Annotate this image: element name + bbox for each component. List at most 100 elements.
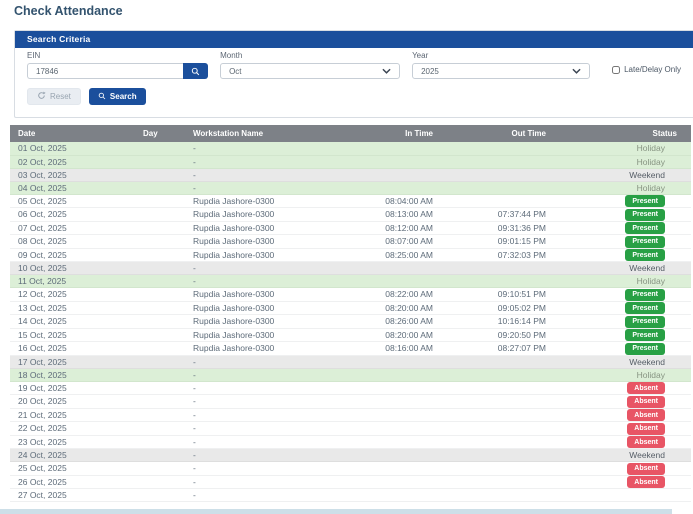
date-cell: 08 Oct, 2025	[10, 234, 135, 249]
workstation-cell: Rupdia Jashore-0300	[185, 194, 330, 208]
status-text: Weekend	[629, 169, 665, 180]
status-cell: Holiday	[558, 181, 691, 195]
date-cell: 07 Oct, 2025	[10, 221, 135, 235]
status-text: Holiday	[636, 369, 665, 380]
date-cell: 16 Oct, 2025	[10, 341, 135, 356]
year-select[interactable]: 2025	[412, 63, 591, 79]
status-cell: Present	[558, 248, 691, 262]
column-header-in-time: In Time	[330, 125, 445, 142]
month-label: Month	[220, 51, 243, 60]
in-time-cell	[330, 274, 445, 288]
status-cell: Absent	[558, 421, 691, 436]
ein-input[interactable]	[27, 63, 184, 79]
status-badge: Absent	[627, 395, 665, 408]
in-time-cell: 08:22:00 AM	[330, 287, 445, 302]
status-badge: Present	[625, 208, 665, 221]
out-time-cell: 07:32:03 PM	[445, 248, 558, 262]
date-cell: 05 Oct, 2025	[10, 194, 135, 208]
table-row: 01 Oct, 2025 - Holiday	[10, 142, 691, 156]
out-time-cell	[445, 168, 558, 182]
date-cell: 02 Oct, 2025	[10, 155, 135, 169]
month-select[interactable]: Oct	[220, 63, 401, 79]
out-time-cell	[445, 155, 558, 169]
in-time-cell	[330, 421, 445, 436]
late-delay-label: Late/Delay Only	[624, 65, 681, 74]
in-time-cell	[330, 368, 445, 382]
reset-icon	[37, 91, 46, 102]
day-cell	[135, 181, 185, 195]
reset-button[interactable]: Reset	[27, 88, 81, 105]
in-time-cell: 08:25:00 AM	[330, 248, 445, 262]
status-text: Holiday	[636, 156, 665, 167]
date-cell: 11 Oct, 2025	[10, 274, 135, 288]
attendance-table-container: Date Day Workstation Name In Time Out Time St…	[10, 125, 691, 502]
in-time-cell: 08:04:00 AM	[330, 194, 445, 208]
workstation-cell: Rupdia Jashore-0300	[185, 287, 330, 302]
status-badge: Present	[625, 302, 665, 314]
date-cell: 14 Oct, 2025	[10, 314, 135, 329]
search-button-label: Search	[109, 91, 137, 101]
out-time-cell	[445, 261, 558, 275]
date-cell: 18 Oct, 2025	[10, 368, 135, 382]
out-time-cell	[445, 181, 558, 195]
in-time-cell: 08:13:00 AM	[330, 207, 445, 222]
out-time-cell	[445, 408, 558, 422]
status-badge: Present	[625, 235, 665, 248]
status-badge: Present	[625, 315, 665, 328]
workstation-cell: -	[185, 274, 330, 288]
day-cell	[135, 234, 185, 249]
date-cell: 21 Oct, 2025	[10, 408, 135, 422]
table-row: 07 Oct, 2025 Rupdia Jashore-0300 08:12:00 …	[10, 221, 691, 235]
day-cell	[135, 314, 185, 329]
date-cell: 25 Oct, 2025	[10, 461, 135, 476]
status-text: Weekend	[629, 263, 665, 273]
search-criteria-panel: Search Criteria EIN Month	[14, 30, 693, 118]
month-field-group: Month Oct	[220, 51, 401, 79]
in-time-cell	[330, 435, 445, 449]
workstation-cell: -	[185, 261, 330, 275]
ein-search-button[interactable]	[183, 63, 209, 79]
date-cell: 06 Oct, 2025	[10, 207, 135, 222]
late-delay-checkbox-input[interactable]	[612, 65, 621, 74]
search-icon	[191, 64, 200, 79]
out-time-cell: 07:37:44 PM	[445, 207, 558, 222]
status-badge: Absent	[627, 409, 665, 421]
workstation-cell: Rupdia Jashore-0300	[185, 314, 330, 329]
out-time-cell	[445, 435, 558, 449]
table-row: 22 Oct, 2025 - Absent	[10, 421, 691, 436]
in-time-cell	[330, 168, 445, 182]
table-row: 21 Oct, 2025 - Absent	[10, 408, 691, 422]
late-delay-checkbox[interactable]: Late/Delay Only	[612, 65, 681, 74]
ein-field-group: EIN	[27, 52, 209, 79]
status-badge: Absent	[627, 476, 665, 488]
status-cell	[558, 488, 691, 502]
date-cell: 19 Oct, 2025	[10, 381, 135, 395]
status-cell: Present	[558, 194, 691, 208]
status-badge: Present	[625, 249, 665, 261]
column-header-out-time: Out Time	[445, 125, 558, 142]
table-row: 12 Oct, 2025 Rupdia Jashore-0300 08:22:00 …	[10, 287, 691, 302]
table-row: 13 Oct, 2025 Rupdia Jashore-0300 08:20:00 …	[10, 301, 691, 315]
date-cell: 10 Oct, 2025	[10, 261, 135, 275]
workstation-cell: Rupdia Jashore-0300	[185, 207, 330, 222]
status-badge: Present	[625, 195, 665, 207]
search-criteria-header: Search Criteria	[15, 31, 693, 48]
workstation-cell: -	[185, 142, 330, 156]
workstation-cell: Rupdia Jashore-0300	[185, 248, 330, 262]
day-cell	[135, 448, 185, 462]
table-row: 11 Oct, 2025 - Holiday	[10, 274, 691, 288]
status-cell: Holiday	[558, 155, 691, 169]
search-button[interactable]: Search	[88, 88, 146, 105]
table-row: 23 Oct, 2025 - Absent	[10, 435, 691, 449]
day-cell	[135, 394, 185, 409]
table-row: 19 Oct, 2025 - Absent	[10, 381, 691, 395]
status-cell: Absent	[558, 461, 691, 476]
day-cell	[135, 194, 185, 208]
status-badge: Absent	[627, 436, 665, 448]
out-time-cell	[445, 461, 558, 476]
chevron-down-icon	[382, 67, 391, 76]
status-cell: Holiday	[558, 274, 691, 288]
workstation-cell: -	[185, 461, 330, 476]
workstation-cell: -	[185, 181, 330, 195]
